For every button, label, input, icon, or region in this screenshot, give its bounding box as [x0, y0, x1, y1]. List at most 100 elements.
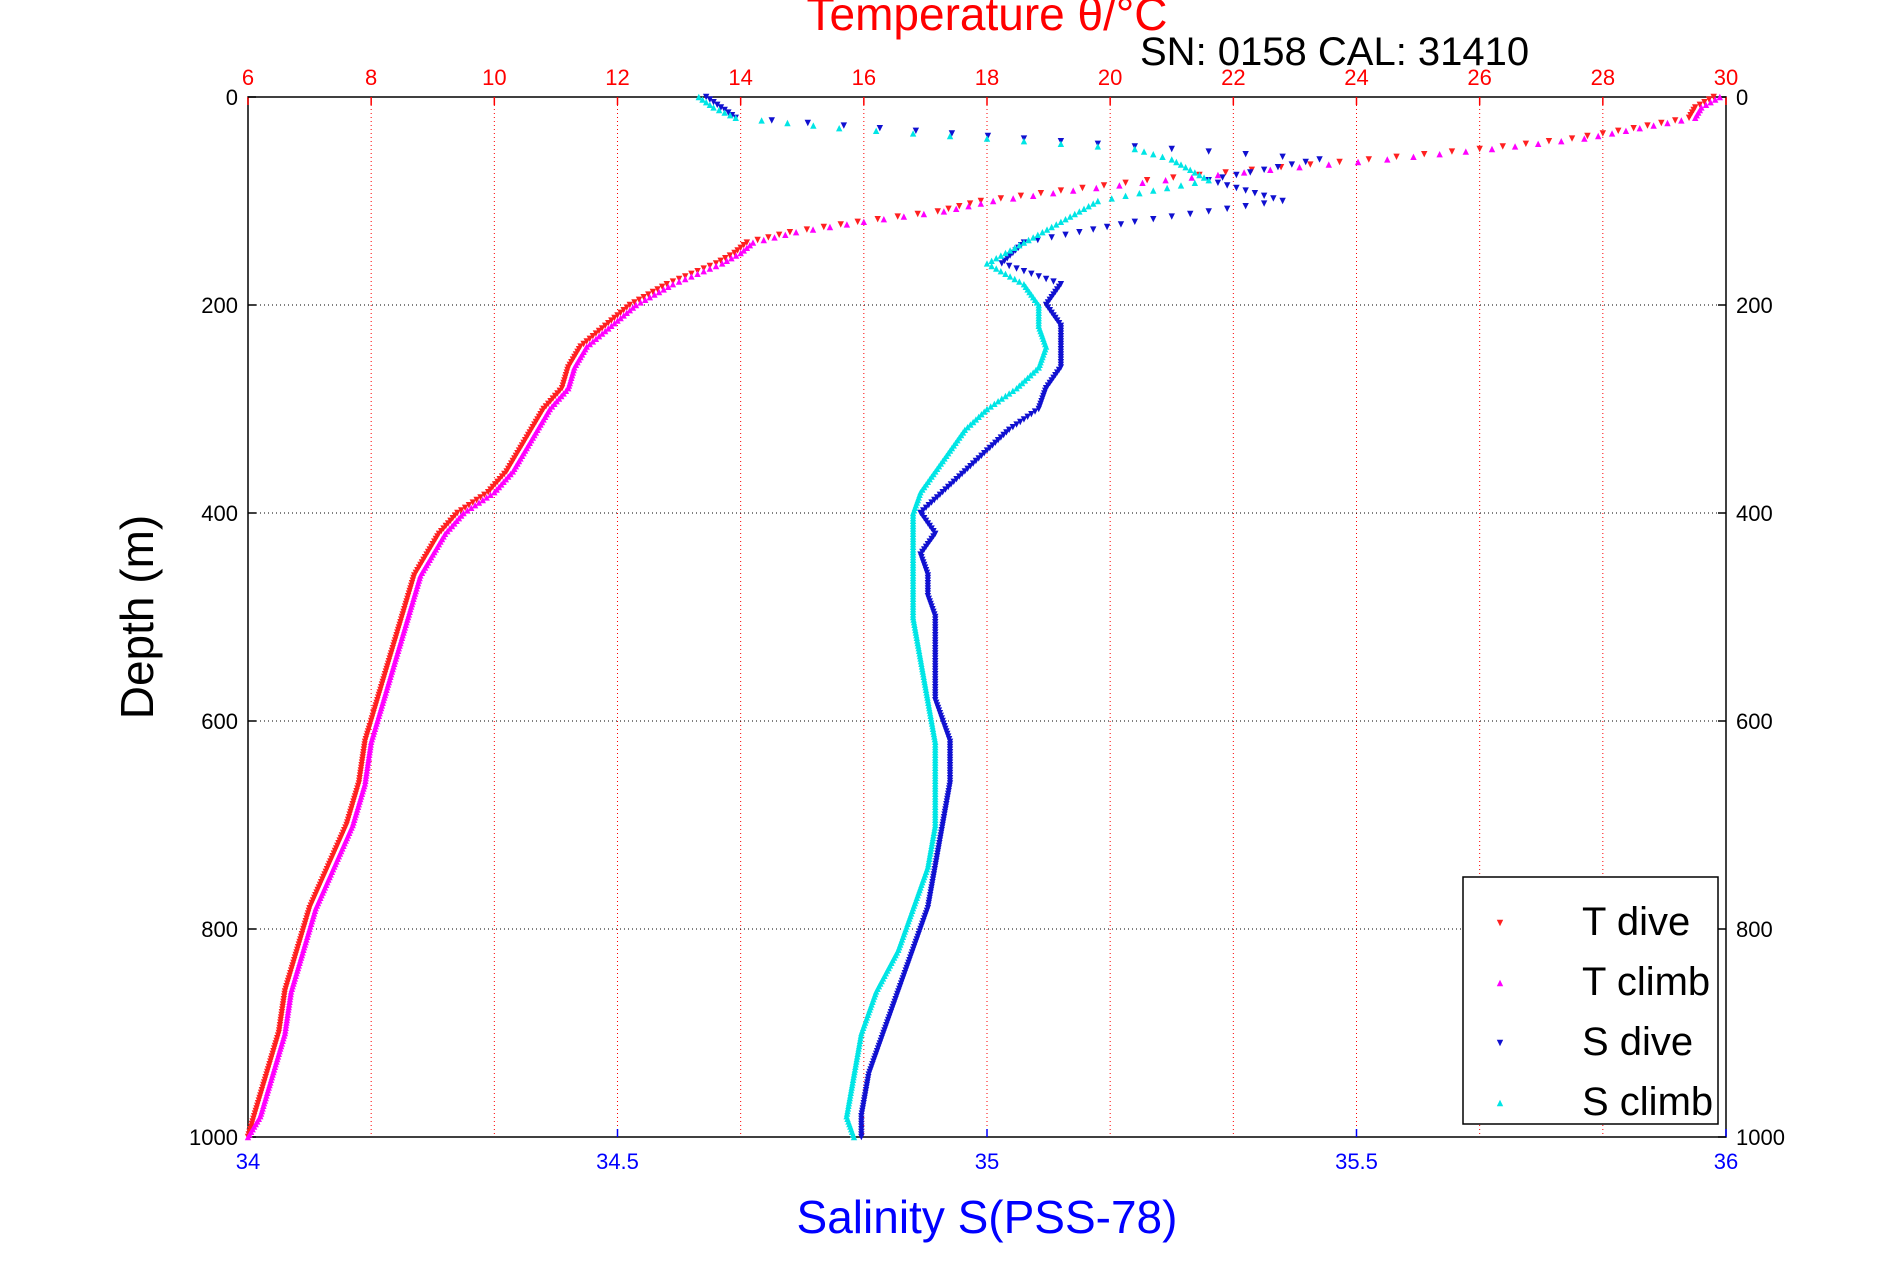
temperature-climb-point: [1534, 140, 1542, 147]
salinity-dive-point: [706, 96, 714, 103]
salinity-climb-point: [1032, 366, 1040, 374]
salinity-dive-point: [1205, 208, 1212, 215]
salinity-climb-point: [924, 694, 931, 701]
temperature-climb-point: [826, 223, 834, 231]
temperature-dive-point: [717, 257, 724, 264]
temperature-climb-point: [1354, 158, 1362, 166]
temperature-climb-point: [880, 216, 888, 223]
salinity-climb-point: [857, 1035, 864, 1042]
temperature-dive-point: [477, 494, 484, 501]
salinity-dive-point: [1223, 205, 1231, 212]
temperature-dive-point: [1393, 153, 1400, 160]
salinity-climb-point: [1011, 275, 1018, 283]
temperature-climb-point: [651, 291, 658, 298]
temperature-dive-point: [589, 333, 597, 340]
temperature-dive-point: [837, 221, 844, 228]
temperature-climb-point: [464, 507, 471, 514]
salinity-dive-point: [1028, 411, 1035, 418]
temperature-climb-point: [608, 322, 615, 329]
temperature-climb-point: [366, 746, 374, 753]
temperature-climb-point: [1240, 169, 1248, 176]
salinity-climb-point: [912, 629, 920, 636]
temperature-dive-point: [765, 234, 772, 241]
salinity-climb-point: [914, 642, 922, 649]
temperature-climb-point: [620, 312, 627, 319]
temperature-climb-point: [244, 1133, 252, 1141]
salinity-dive-point: [1042, 275, 1050, 283]
salinity-climb-point: [946, 132, 954, 140]
temperature-dive-point: [465, 502, 473, 509]
temperature-climb-point: [660, 286, 667, 293]
temperature-tick-label: 28: [1591, 65, 1615, 90]
temperature-climb-point: [682, 275, 689, 283]
salinity-climb-point: [983, 260, 991, 267]
salinity-climb-point: [699, 96, 706, 103]
salinity-climb-point: [1053, 221, 1060, 228]
temperature-tick-label: 14: [728, 65, 752, 90]
temperature-climb-point: [282, 1024, 289, 1031]
temperature-climb-point: [367, 743, 374, 751]
temperature-climb-point: [284, 1009, 292, 1016]
legend-label: S dive: [1582, 1020, 1693, 1064]
salinity-climb-point: [855, 1045, 862, 1052]
salinity-climb-point: [927, 847, 934, 855]
temperature-dive-point: [1615, 127, 1622, 134]
temperature-climb-point: [491, 489, 498, 496]
temperature-tick-label: 16: [852, 65, 876, 90]
temperature-dive-point: [1421, 151, 1428, 158]
temperature-dive-point: [1522, 140, 1530, 147]
salinity-climb-point: [909, 130, 917, 137]
salinity-dive-point: [702, 93, 710, 101]
depth-tick-label-left: 400: [201, 501, 238, 526]
temperature-climb-point: [623, 309, 630, 316]
salinity-climb-point: [910, 616, 917, 623]
salinity-dive-point: [1279, 197, 1286, 205]
temperature-climb-point: [1214, 171, 1222, 179]
temperature-climb-point: [1664, 119, 1671, 127]
salinity-dive-point: [1288, 161, 1296, 168]
salinity-climb-point: [975, 413, 982, 420]
salinity-climb-point: [1136, 190, 1143, 197]
salinity-dive-point: [710, 99, 717, 106]
salinity-climb-point: [856, 1037, 864, 1044]
salinity-climb-point: [1085, 203, 1092, 210]
salinity-dive-point: [876, 125, 884, 132]
salinity-climb-point: [926, 704, 933, 712]
temperature-climb-point: [669, 281, 677, 288]
salinity-climb-point: [923, 689, 930, 696]
temperature-climb-point: [900, 213, 908, 220]
salinity-climb-point: [930, 829, 938, 836]
temperature-climb-point: [589, 338, 597, 345]
temperature-climb-point: [706, 265, 714, 272]
temperature-dive-point: [1685, 114, 1693, 121]
salinity-climb-point: [913, 634, 920, 641]
temperature-climb-point: [285, 1003, 292, 1011]
temperature-dive-point: [737, 244, 744, 251]
temperature-dive-point: [484, 489, 492, 496]
series-t-dive: [244, 93, 1717, 1141]
salinity-climb-point: [918, 663, 926, 670]
salinity-climb-point: [848, 1087, 855, 1094]
temperature-climb-point: [1488, 145, 1496, 153]
salinity-dive-point: [1131, 218, 1138, 225]
temperature-dive-point: [966, 200, 974, 207]
salinity-dive-point: [1009, 424, 1017, 431]
temperature-tick-label: 26: [1467, 65, 1491, 90]
legend-marker: [1496, 1099, 1504, 1107]
salinity-dive-point: [1316, 156, 1323, 163]
temperature-climb-point: [688, 273, 695, 280]
temperature-climb-point: [1162, 177, 1169, 184]
salinity-climb-point: [715, 106, 723, 114]
temperature-dive-point: [740, 242, 747, 249]
salinity-climb-point: [920, 676, 928, 683]
salinity-dive-point: [1219, 174, 1226, 181]
salinity-climb-point: [926, 853, 933, 860]
salinity-climb-point: [1006, 273, 1014, 280]
temperature-dive-point: [631, 299, 638, 306]
salinity-dive-point: [1251, 190, 1259, 197]
salinity-climb-point: [1177, 161, 1185, 168]
salinity-tick-label: 36: [1714, 1149, 1738, 1174]
salinity-climb-point: [1011, 244, 1018, 251]
salinity-dive-point: [1274, 164, 1282, 171]
salinity-climb-point: [931, 824, 939, 831]
